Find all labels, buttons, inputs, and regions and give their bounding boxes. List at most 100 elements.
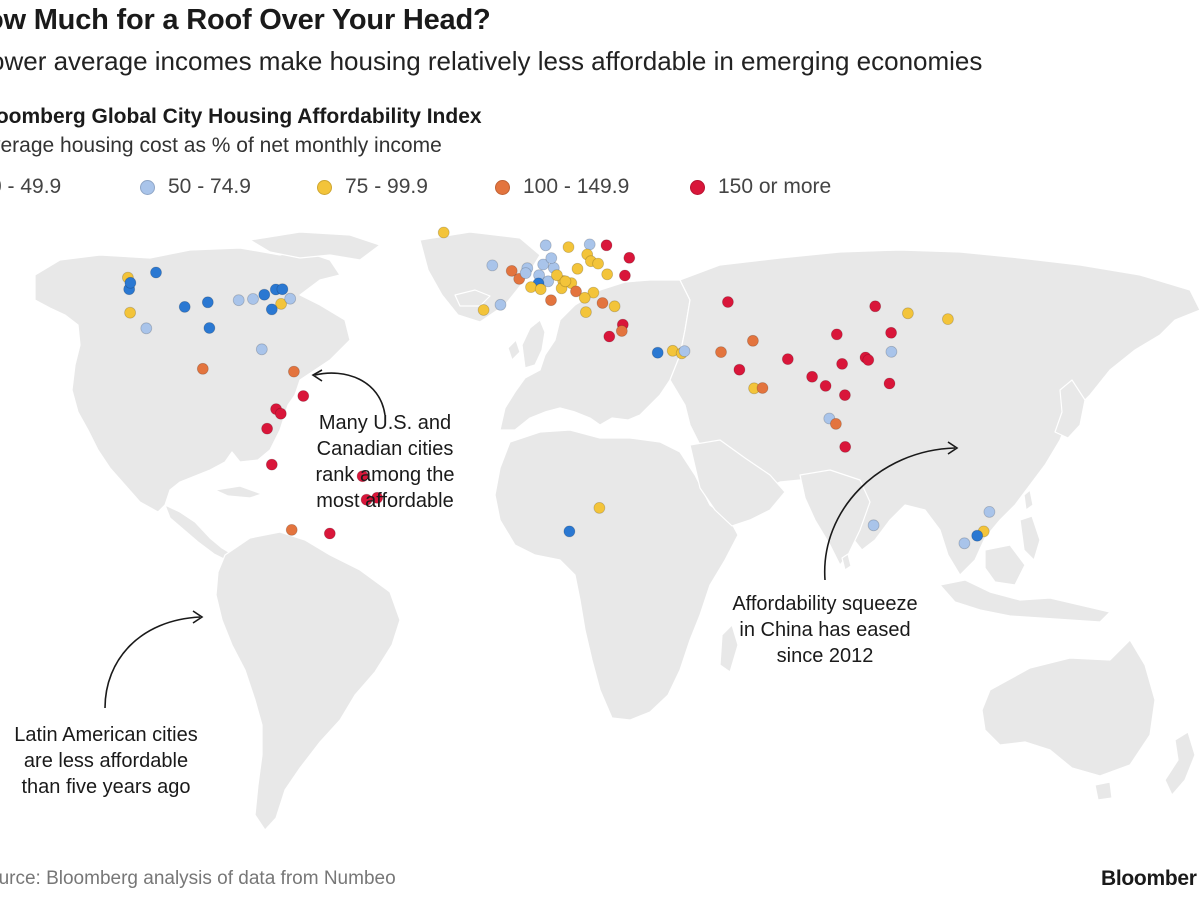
china-arrowhead [947, 441, 959, 455]
city-marker [608, 300, 621, 313]
city-marker [274, 407, 287, 420]
city-marker [570, 285, 582, 298]
city-marker [836, 357, 848, 370]
city-marker [862, 354, 875, 366]
city-marker [255, 343, 268, 356]
city-marker [323, 527, 336, 540]
legend-item-100-149: 100 - 149.9 [495, 173, 629, 201]
city-marker [733, 363, 746, 376]
city-marker [525, 281, 537, 293]
us-canada-arrow [314, 372, 386, 416]
city-marker [265, 458, 278, 471]
legend-dot [317, 179, 332, 195]
china-arrow [824, 447, 956, 581]
city-marker [437, 226, 450, 239]
city-marker [201, 296, 214, 309]
city-markers [122, 226, 996, 550]
source-note: ource: Bloomberg analysis of data from N… [0, 868, 396, 889]
city-marker [534, 283, 547, 296]
japan-islands [1054, 379, 1086, 439]
city-marker [258, 288, 271, 301]
city-marker [583, 238, 596, 251]
city-marker [869, 300, 882, 313]
us-canada-arrowhead [311, 369, 323, 382]
chart-subtitle: ower average incomes make housing relati… [0, 46, 983, 76]
annotation-us-canada: Many U.S. and Canadian cities rank among… [315, 412, 455, 512]
legend-label: 0 - 49.9 [0, 175, 62, 198]
city-marker [603, 330, 616, 343]
city-marker [578, 291, 591, 304]
philippines-islands [1019, 515, 1041, 561]
city-marker [983, 505, 996, 518]
legend-label: 150 or more [718, 175, 832, 198]
legend: 0 - 49.9 50 - 74.9 75 - 99.9 100 - 149.9… [0, 173, 890, 201]
city-marker [715, 346, 727, 359]
city-marker [477, 304, 490, 316]
arabia-landmass [689, 439, 786, 527]
city-marker [806, 370, 818, 383]
city-marker [971, 529, 984, 542]
city-marker [615, 325, 628, 337]
city-marker [297, 390, 310, 402]
legend-dot [690, 179, 705, 195]
city-marker [150, 266, 162, 279]
annotation-latam: Latin American cities are less affordabl… [14, 724, 198, 798]
city-marker [505, 265, 518, 277]
city-marker [651, 346, 664, 359]
index-subtitle: verage housing cost as % of net monthly … [0, 134, 442, 157]
city-marker [819, 379, 832, 392]
city-marker [287, 365, 300, 378]
city-marker [592, 257, 604, 270]
city-marker [601, 268, 614, 281]
city-marker [830, 417, 842, 430]
city-marker [545, 252, 558, 264]
city-marker [747, 334, 759, 347]
city-marker [551, 269, 563, 282]
city-marker [839, 440, 852, 453]
city-marker [867, 519, 880, 532]
city-marker [203, 322, 216, 334]
borneo-island [984, 544, 1026, 586]
city-marker [883, 377, 896, 390]
city-marker [942, 313, 954, 325]
city-marker [519, 267, 532, 279]
city-marker [178, 301, 191, 313]
city-marker [124, 276, 137, 289]
city-marker [571, 262, 584, 275]
city-marker [356, 470, 369, 483]
city-marker [232, 294, 245, 307]
city-marker [124, 306, 137, 319]
legend-label: 75 - 99.9 [345, 175, 428, 198]
city-marker [539, 239, 552, 252]
britain-island [521, 319, 546, 369]
city-marker [140, 322, 153, 335]
city-marker [722, 296, 734, 308]
central-america-landmass [164, 504, 233, 561]
legend-label: 50 - 74.9 [168, 175, 251, 198]
iceland-island [454, 289, 491, 307]
city-marker [275, 298, 288, 310]
land-layer [34, 231, 1200, 831]
sri-lanka-island [841, 553, 852, 571]
cuba-island [214, 485, 263, 499]
city-marker [265, 303, 278, 316]
madagascar-island [719, 624, 739, 673]
city-marker [545, 294, 557, 307]
city-marker [885, 326, 897, 339]
city-marker [596, 297, 609, 309]
city-marker [247, 293, 259, 305]
city-marker [284, 292, 297, 305]
legend-item-75-99: 75 - 99.9 [317, 173, 428, 201]
city-marker [580, 306, 592, 318]
ireland-island [507, 339, 521, 361]
city-marker [623, 251, 636, 264]
city-marker [371, 491, 384, 504]
africa-landmass [494, 429, 739, 721]
city-marker [563, 525, 576, 538]
city-marker [958, 537, 971, 550]
city-marker [678, 345, 691, 358]
city-marker [756, 382, 769, 394]
city-marker [587, 286, 600, 299]
annotation-china: Affordability squeeze in China has eased… [732, 593, 918, 667]
indonesia-islands [939, 579, 1111, 623]
